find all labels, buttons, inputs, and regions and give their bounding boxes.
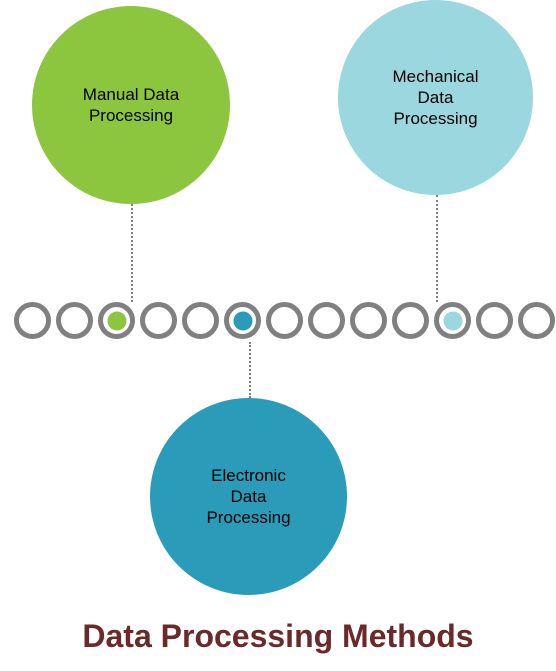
circle-electronic-label: ElectronicDataProcessing [206, 465, 290, 529]
circle-manual-label: Manual DataProcessing [83, 84, 179, 127]
bead-fill [443, 311, 462, 330]
diagram-title: Data Processing Methods [0, 618, 556, 655]
connector-mechanical [436, 195, 438, 302]
bead [350, 302, 387, 339]
connector-electronic [249, 342, 251, 398]
connector-manual [131, 204, 133, 302]
bead-fill [233, 311, 252, 330]
bead [14, 302, 51, 339]
bead [308, 302, 345, 339]
bead [518, 302, 555, 339]
circle-electronic: ElectronicDataProcessing [150, 398, 347, 595]
bead [434, 302, 471, 339]
bead [140, 302, 177, 339]
circle-manual: Manual DataProcessing [32, 6, 230, 204]
bead [182, 302, 219, 339]
bead-fill [107, 311, 126, 330]
circle-mechanical: MechanicalDataProcessing [338, 0, 533, 195]
circle-mechanical-label: MechanicalDataProcessing [393, 66, 479, 130]
bead [392, 302, 429, 339]
bead [56, 302, 93, 339]
bead [266, 302, 303, 339]
bead [224, 302, 261, 339]
bead [98, 302, 135, 339]
bead-row [14, 302, 555, 339]
bead [476, 302, 513, 339]
